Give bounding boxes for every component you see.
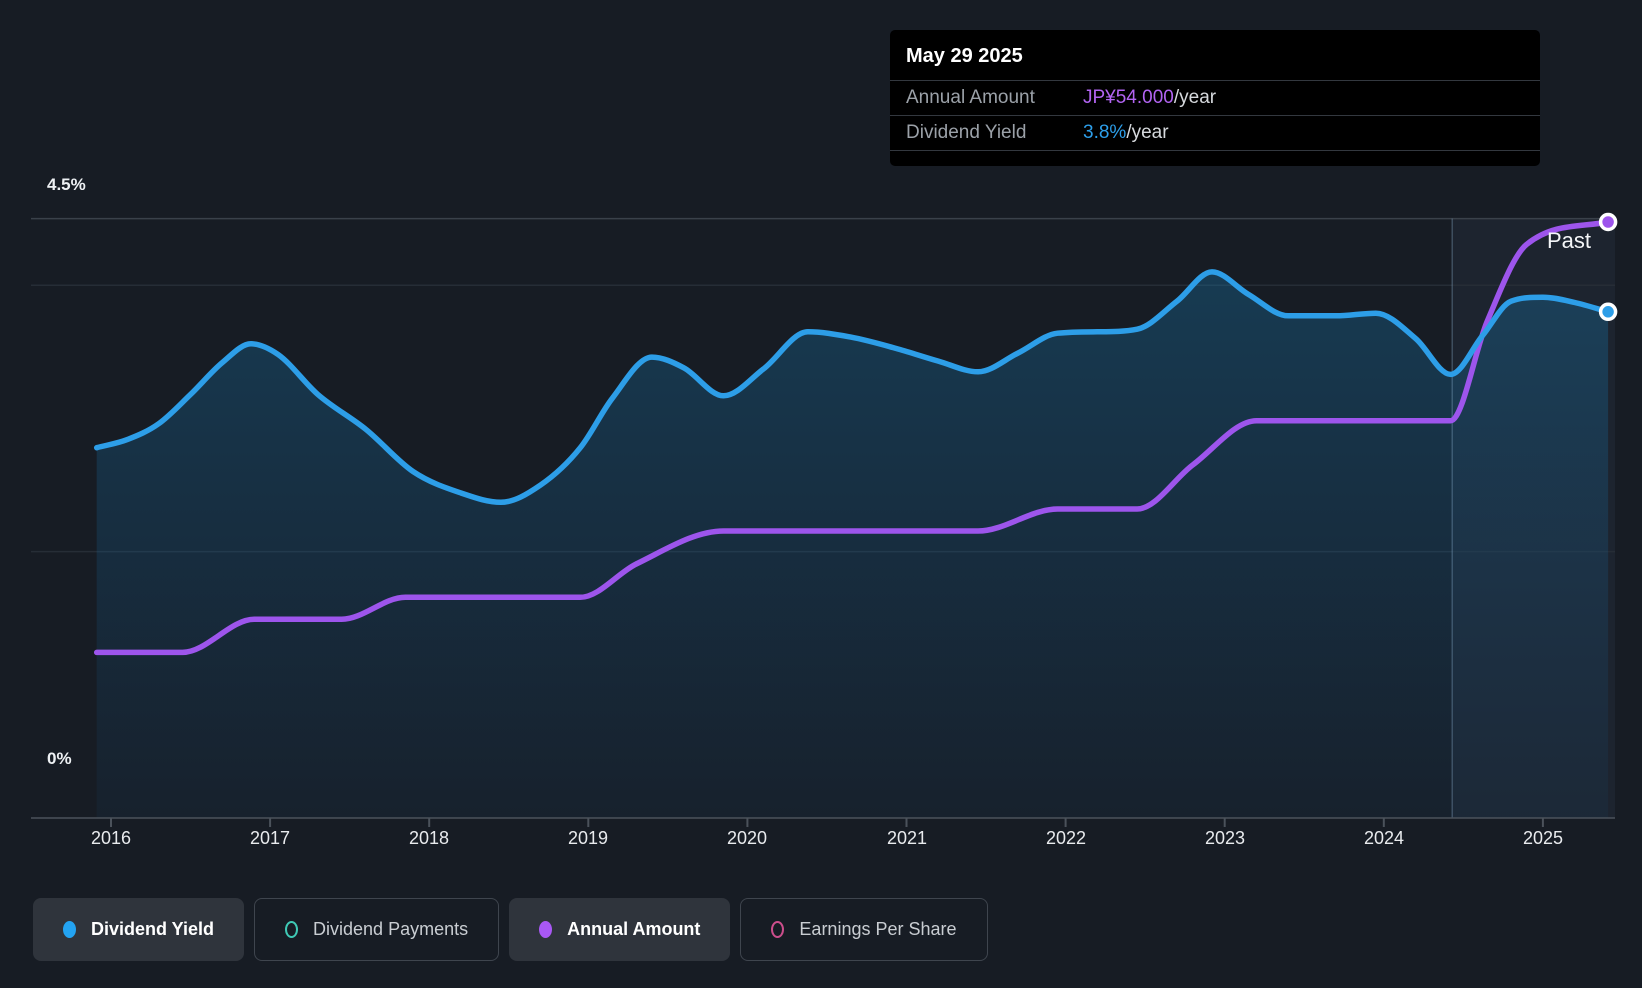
x-axis-label-2018: 2018 <box>408 828 450 848</box>
x-axis-label-2022: 2022 <box>1045 828 1087 848</box>
chart-legend: Dividend Yield Dividend Payments Annual Am… <box>33 898 988 961</box>
tooltip-row-annual-amount: Annual Amount JP¥54.000 /year <box>890 80 1540 115</box>
legend-item-label: Annual Amount <box>567 919 701 939</box>
tooltip-row-dividend-yield: Dividend Yield 3.8% /year <box>890 115 1540 151</box>
x-axis-label-2021: 2021 <box>886 828 928 848</box>
x-axis-label-2016: 2016 <box>90 828 132 848</box>
x-axis-label-2019: 2019 <box>567 828 609 848</box>
chart-tooltip: May 29 2025 Annual Amount JP¥54.000 /yea… <box>890 30 1540 166</box>
chart-plot-area[interactable] <box>0 0 1642 880</box>
tooltip-value-suffix: /year <box>1126 122 1169 143</box>
dividend-yield-line <box>93 269 1611 506</box>
tooltip-value-annual-amount: JP¥54.000 <box>1083 87 1174 108</box>
y-axis-label-zero: 0% <box>47 749 72 768</box>
x-axis-label-2025: 2025 <box>1522 828 1564 848</box>
dividend-yield-marker-icon <box>63 921 76 938</box>
dividend-yield-area <box>96 271 1609 818</box>
x-axis-label-2024: 2024 <box>1363 828 1405 848</box>
past-label: Past <box>1547 228 1592 253</box>
earnings-per-share-marker-icon <box>771 921 785 938</box>
tooltip-value-suffix: /year <box>1173 87 1217 108</box>
annual-amount-marker-icon <box>539 921 553 938</box>
legend-item-label: Dividend Yield <box>91 919 215 939</box>
annual-amount-line <box>93 219 1611 656</box>
dividend-yield-endpoint <box>1598 302 1618 322</box>
legend-item-dividend-yield[interactable]: Dividend Yield <box>33 898 245 961</box>
legend-item-earnings-per-share[interactable]: Earnings Per Share <box>740 898 988 961</box>
legend-item-dividend-payments[interactable]: Dividend Payments <box>254 898 500 961</box>
legend-item-label: Earnings Per Share <box>799 919 957 939</box>
dividend-payments-marker-icon <box>285 921 299 938</box>
tooltip-label: Dividend Yield <box>906 122 1027 143</box>
tooltip-label: Annual Amount <box>906 87 1035 108</box>
annual-amount-endpoint <box>1598 212 1618 232</box>
x-axis-label-2023: 2023 <box>1204 828 1246 848</box>
legend-item-label: Dividend Payments <box>313 919 469 939</box>
tooltip-date: May 29 2025 <box>906 45 1023 67</box>
x-axis-label-2017: 2017 <box>249 828 291 848</box>
legend-item-annual-amount[interactable]: Annual Amount <box>509 898 731 961</box>
y-axis-label-max: 4.5% <box>47 175 86 194</box>
x-axis-label-2020: 2020 <box>726 828 768 848</box>
tooltip-value-dividend-yield: 3.8% <box>1083 122 1127 143</box>
